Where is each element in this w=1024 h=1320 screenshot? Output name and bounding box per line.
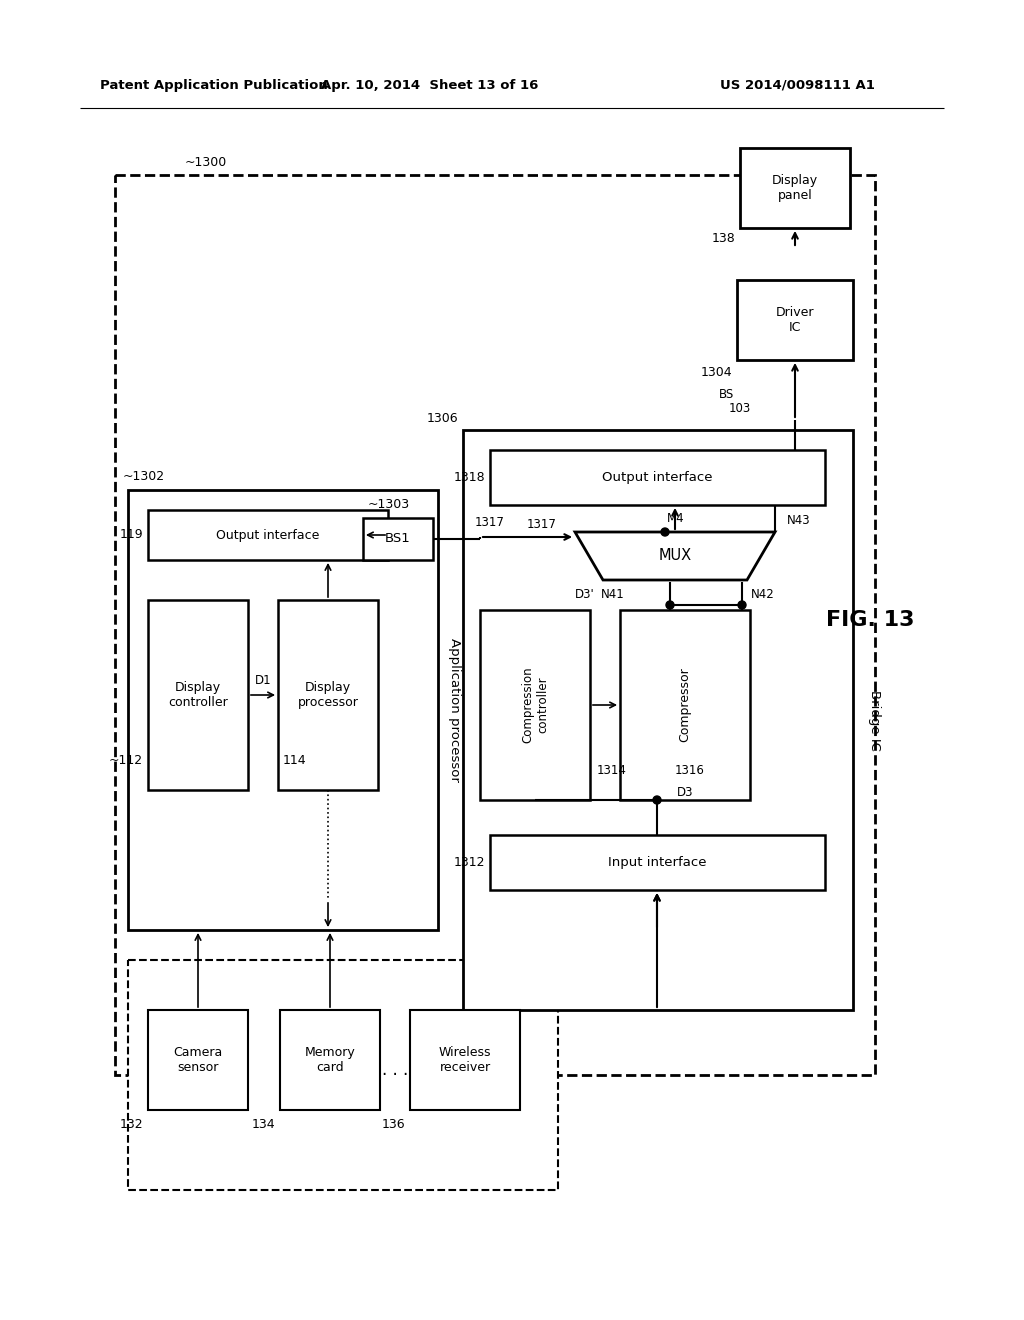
Circle shape (662, 528, 669, 536)
Text: M4: M4 (667, 511, 685, 524)
Text: Memory
card: Memory card (304, 1045, 355, 1074)
Text: Input interface: Input interface (608, 855, 707, 869)
Text: ~1300: ~1300 (185, 157, 227, 169)
Text: 1318: 1318 (454, 471, 485, 484)
Text: Display
processor: Display processor (298, 681, 358, 709)
Bar (480, 610, 590, 800)
Text: ~112: ~112 (109, 754, 143, 767)
Text: 1317: 1317 (527, 517, 557, 531)
Bar (620, 610, 750, 800)
Circle shape (666, 601, 674, 609)
Bar (740, 148, 850, 228)
Text: BS1: BS1 (385, 532, 411, 545)
Text: Display
controller: Display controller (168, 681, 228, 709)
Text: 134: 134 (251, 1118, 275, 1130)
Text: FIG. 13: FIG. 13 (825, 610, 914, 630)
Text: 1314: 1314 (597, 763, 627, 776)
Text: N43: N43 (787, 513, 811, 527)
Text: D3: D3 (677, 785, 693, 799)
Text: 1304: 1304 (700, 366, 732, 379)
Bar (148, 601, 248, 789)
Text: 1306: 1306 (426, 412, 458, 425)
Text: 132: 132 (120, 1118, 143, 1130)
Text: Driver
IC: Driver IC (776, 306, 814, 334)
Text: 119: 119 (120, 528, 143, 541)
Text: Camera
sensor: Camera sensor (173, 1045, 222, 1074)
Text: 1312: 1312 (454, 855, 485, 869)
Text: 136: 136 (381, 1118, 406, 1130)
Bar (490, 450, 825, 506)
Text: 1317: 1317 (475, 516, 505, 529)
Text: Wireless
receiver: Wireless receiver (438, 1045, 492, 1074)
Text: 103: 103 (729, 401, 752, 414)
Circle shape (653, 796, 662, 804)
Text: D1: D1 (255, 675, 271, 688)
Text: 1316: 1316 (675, 763, 705, 776)
Text: Apr. 10, 2014  Sheet 13 of 16: Apr. 10, 2014 Sheet 13 of 16 (322, 78, 539, 91)
Text: MUX: MUX (658, 549, 691, 564)
Bar (128, 960, 558, 1191)
Text: Compressor: Compressor (679, 668, 691, 742)
Bar (463, 430, 853, 1010)
Circle shape (738, 601, 746, 609)
Bar (737, 280, 853, 360)
Text: Application processor: Application processor (447, 638, 461, 781)
Text: Patent Application Publication: Patent Application Publication (100, 78, 328, 91)
Text: ~1303: ~1303 (368, 498, 411, 511)
Text: D3': D3' (575, 587, 595, 601)
Text: Display
panel: Display panel (772, 174, 818, 202)
Bar (410, 1010, 520, 1110)
Text: N41: N41 (601, 587, 625, 601)
Bar (362, 517, 433, 560)
Text: Bridge IC: Bridge IC (868, 689, 882, 751)
Bar (148, 510, 388, 560)
Text: 114: 114 (283, 754, 306, 767)
Bar (280, 1010, 380, 1110)
Bar (278, 601, 378, 789)
Text: 138: 138 (712, 231, 735, 244)
Text: BS: BS (719, 388, 734, 400)
Bar (148, 1010, 248, 1110)
Text: Compression
controller: Compression controller (521, 667, 549, 743)
Bar (115, 176, 874, 1074)
Text: N42: N42 (751, 587, 775, 601)
Polygon shape (575, 532, 775, 579)
Text: . . .: . . . (382, 1061, 409, 1078)
Text: Output interface: Output interface (216, 528, 319, 541)
Bar (490, 836, 825, 890)
Text: US 2014/0098111 A1: US 2014/0098111 A1 (720, 78, 874, 91)
Text: ~1302: ~1302 (123, 470, 165, 483)
Bar (128, 490, 438, 931)
Text: Output interface: Output interface (602, 471, 713, 484)
